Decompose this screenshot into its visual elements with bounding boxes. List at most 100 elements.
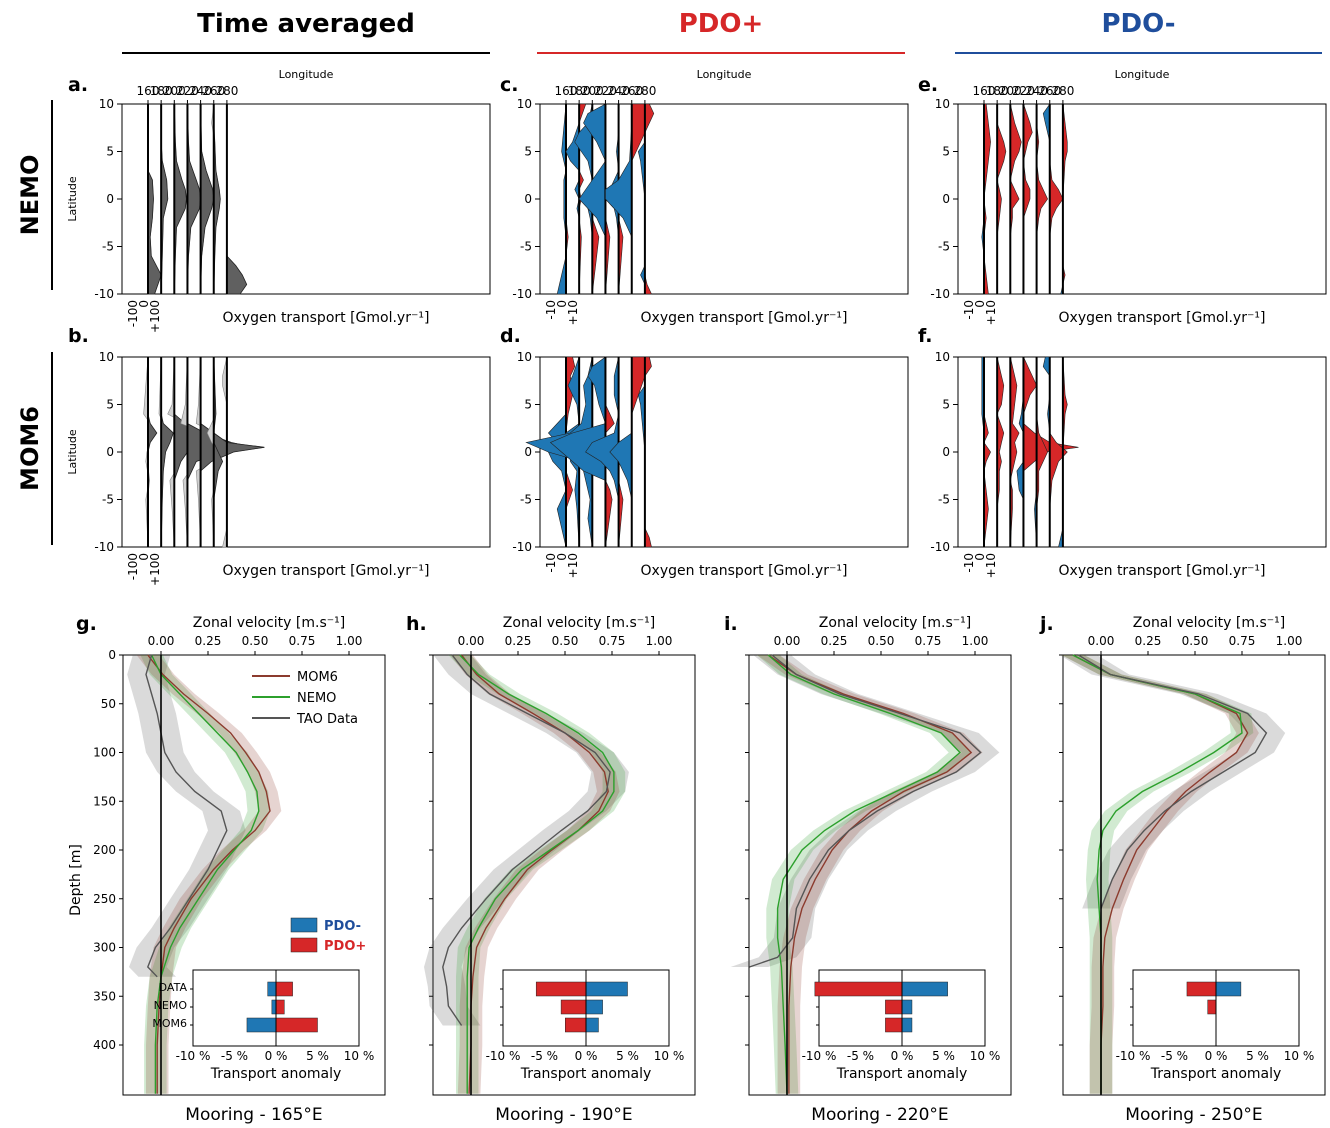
x-axis-label: Longitude: [1115, 68, 1170, 81]
bar-pdo-plus: [814, 981, 903, 997]
x-axis-label: Longitude: [279, 68, 334, 81]
y-tick-label: 100: [93, 746, 116, 760]
bar-pdo-plus: [565, 1017, 587, 1033]
transport-positive: [1062, 103, 1068, 294]
bar-pdo-minus: [901, 1017, 913, 1033]
transport-band: [143, 356, 158, 548]
x-tick-label: 260: [1038, 84, 1061, 98]
transport-tick-label: +100: [148, 300, 162, 333]
bar-pdo-plus: [1186, 981, 1217, 997]
x-tick-label: 0.75: [1229, 634, 1256, 648]
x-axis-label: Zonal velocity [m.s⁻¹]: [193, 615, 345, 631]
bar-pdo-minus: [246, 1017, 277, 1033]
transport-axis-label: Oxygen transport [Gmol.yr⁻¹]: [223, 563, 430, 579]
y-tick-label: 10: [935, 97, 950, 111]
transport-tick-label: 0: [137, 300, 151, 308]
transport-panel: a. 10 5 0 -5 -10 Latitude 160180200220240260280…: [66, 68, 491, 333]
transport-negative: [578, 103, 606, 295]
uncertainty-band: [1061, 655, 1254, 1094]
inset-x-tick-label: 5 %: [616, 1049, 639, 1063]
inset-x-tick-label: -10 %: [1116, 1049, 1151, 1063]
y-tick-label: -5: [102, 493, 114, 507]
x-axis-label: Zonal velocity [m.s⁻¹]: [819, 615, 971, 631]
transport-shape: [147, 104, 162, 295]
transport-tick-label: +100: [148, 553, 162, 586]
y-tick-label: 50: [101, 697, 116, 711]
uncertainty-band: [127, 655, 246, 977]
transport-tick-label: 0: [555, 300, 569, 308]
x-tick-label: 1.00: [646, 634, 673, 648]
uncertainty-band: [448, 655, 626, 1094]
inset-x-tick-label: 10 %: [654, 1049, 685, 1063]
y-tick-label: -10: [930, 540, 950, 554]
y-tick-label: 150: [93, 794, 116, 808]
bar-pdo-minus: [585, 981, 628, 997]
inset-x-tick-label: 0 %: [575, 1049, 598, 1063]
panel-letter: h.: [406, 613, 427, 635]
panel-letter: f.: [918, 325, 932, 347]
velocity-line: [1072, 654, 1249, 1094]
x-tick-label: 220: [176, 84, 199, 98]
y-tick-label: 200: [93, 843, 116, 857]
column-title: PDO-: [1101, 9, 1175, 39]
transport-tick-label: -10: [962, 553, 976, 573]
y-tick-label: 0: [942, 445, 950, 459]
bar-pdo-minus: [271, 999, 277, 1015]
x-tick-label: 1.00: [1276, 634, 1303, 648]
y-tick-label: 5: [106, 145, 114, 159]
transport-shape: [186, 103, 202, 295]
x-tick-label: 220: [1012, 84, 1035, 98]
x-tick-label: 200: [581, 84, 604, 98]
transport-tick-label: -10: [962, 300, 976, 320]
y-tick-label: -5: [938, 240, 950, 254]
y-tick-label: 5: [942, 398, 950, 412]
y-tick-label: -5: [102, 240, 114, 254]
transport-tick-label: -100: [126, 553, 140, 580]
transport-anomaly-inset: -10 % -5 % 0 % 5 % 10 %Transport anomaly: [486, 969, 685, 1082]
velocity-line: [442, 654, 611, 1026]
velocity-line: [1078, 654, 1268, 909]
transport-positive: [1049, 103, 1064, 295]
bar-pdo-minus: [901, 999, 913, 1015]
x-tick-label: 0.00: [1088, 634, 1115, 648]
transport-positive: [1023, 103, 1033, 295]
velocity-line: [749, 654, 982, 968]
x-tick-label: 0.50: [552, 634, 579, 648]
y-tick-label: 0: [106, 445, 114, 459]
y-tick-label: -10: [930, 287, 950, 301]
transport-axis-label: Oxygen transport [Gmol.yr⁻¹]: [1059, 563, 1266, 579]
velocity-line: [767, 654, 973, 1094]
y-tick-label: -10: [512, 540, 532, 554]
inset-x-tick-label: 5 %: [1246, 1049, 1269, 1063]
y-tick-label: 0: [108, 648, 116, 662]
transport-tick-label: 0: [555, 553, 569, 561]
bar-pdo-plus: [560, 999, 587, 1015]
y-tick-label: 5: [524, 398, 532, 412]
panel-letter: b.: [68, 325, 89, 347]
transport-positive: [631, 103, 655, 295]
y-tick-label: -10: [512, 287, 532, 301]
panel-letter: j.: [1039, 613, 1054, 635]
x-tick-label: 160: [555, 84, 578, 98]
x-tick-label: 200: [163, 84, 186, 98]
mooring-title: Mooring - 220°E: [811, 1105, 948, 1125]
column-headers: Time averaged PDO+ PDO- NEMO MOM6: [16, 9, 1322, 545]
x-tick-label: 260: [202, 84, 225, 98]
y-tick-label: 10: [517, 350, 532, 364]
transport-tick-label: -10: [544, 553, 558, 573]
y-tick-label: 250: [93, 892, 116, 906]
transport-negative: [565, 103, 580, 295]
y-tick-label: 5: [524, 145, 532, 159]
x-tick-label: 220: [594, 84, 617, 98]
inset-x-tick-label: 10 %: [970, 1049, 1001, 1063]
x-tick-label: 0.00: [458, 634, 485, 648]
inset-x-tick-label: 10 %: [344, 1049, 375, 1063]
transport-positive: [1036, 104, 1048, 294]
inset-x-tick-label: -5 %: [531, 1049, 558, 1063]
inset-x-axis-label: Transport anomaly: [1150, 1066, 1282, 1082]
transport-tick-label: 0: [973, 553, 987, 561]
y-tick-label: 10: [517, 97, 532, 111]
